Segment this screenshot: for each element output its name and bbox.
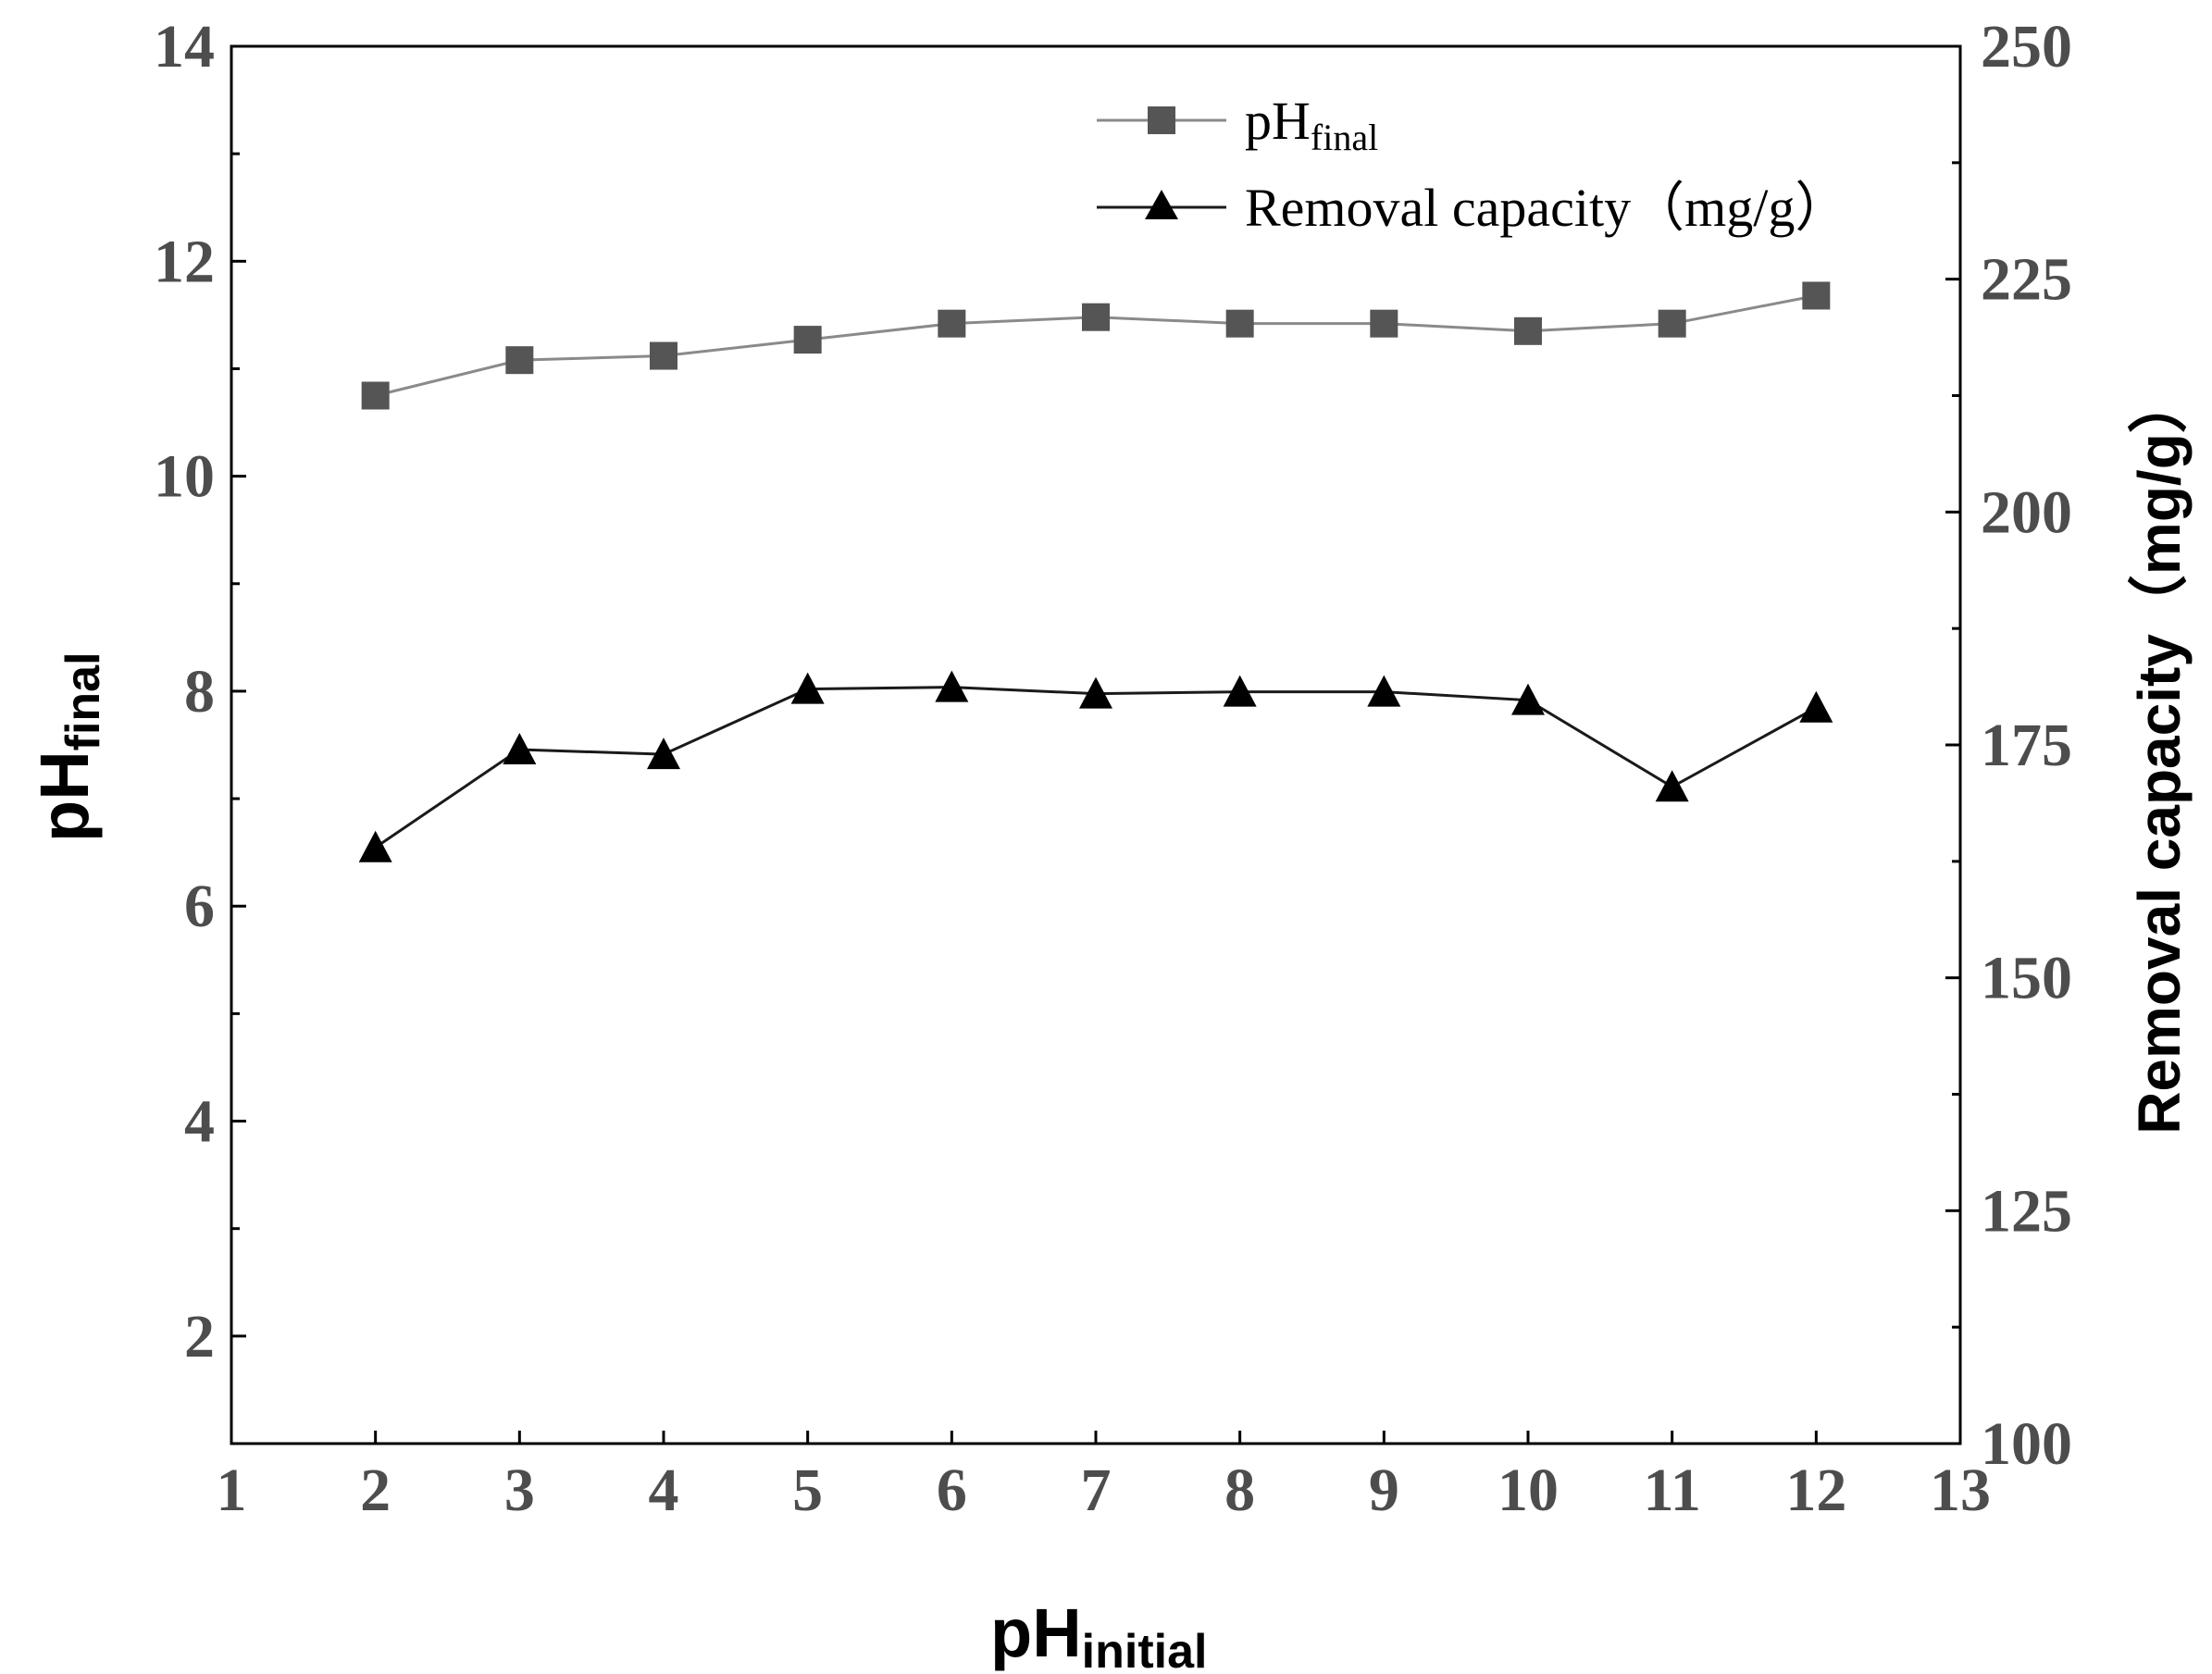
removal-capacity-point — [503, 733, 537, 765]
ph-final-point — [1225, 309, 1254, 338]
svg-text:pHfinal: pHfinal — [1245, 91, 1378, 158]
x-axis-title: pHinitial — [990, 1594, 1207, 1674]
y-left-tick-label: 8 — [184, 658, 215, 725]
x-tick-label: 4 — [649, 1457, 679, 1524]
legend-item-removal-capacity: Removal capacity（mg/g） — [1097, 178, 1848, 238]
ph-final-point — [361, 381, 390, 410]
series-layer — [358, 281, 1833, 862]
removal-capacity-point — [1367, 675, 1401, 707]
ph-final-point — [1514, 316, 1542, 345]
y-right-tick-label: 125 — [1981, 1177, 2072, 1245]
removal-capacity-point — [1223, 675, 1257, 707]
y-left-tick-label: 12 — [154, 228, 215, 295]
x-tick-label: 10 — [1497, 1457, 1559, 1524]
y-left-tick-label: 4 — [184, 1088, 215, 1156]
y-right-tick-label: 175 — [1981, 712, 2072, 779]
x-tick-label: 3 — [504, 1457, 535, 1524]
y-left-tick-label: 10 — [154, 443, 215, 511]
ph-final-point — [505, 346, 534, 375]
legend-item-ph-final: pHfinal — [1097, 91, 1378, 158]
x-tick-label: 12 — [1785, 1457, 1846, 1524]
removal-capacity-point — [647, 738, 680, 770]
removal-capacity-point — [1511, 683, 1545, 715]
y-right-tick-label: 100 — [1981, 1410, 2072, 1478]
ph-final-point — [650, 341, 677, 370]
removal-capacity-point — [935, 670, 969, 702]
ticks — [230, 44, 1962, 1445]
y-axis-left-title: pHfinal — [26, 651, 110, 842]
removal-capacity-point — [1655, 770, 1689, 802]
x-tick-label: 6 — [937, 1457, 967, 1524]
ph-final-point — [1658, 309, 1686, 338]
y-right-tick-label: 150 — [1981, 945, 2072, 1012]
x-tick-label: 5 — [792, 1457, 823, 1524]
legend-square-marker — [1148, 106, 1175, 134]
ph-final-point — [793, 326, 822, 354]
legend-triangle-marker — [1145, 190, 1178, 219]
removal-capacity-point — [1079, 676, 1112, 709]
ph-final-point — [1802, 281, 1831, 310]
ph-final-point — [1370, 309, 1398, 338]
ph-final-point — [1082, 303, 1110, 331]
x-tick-label: 2 — [360, 1457, 391, 1524]
x-tick-label: 7 — [1081, 1457, 1112, 1524]
x-tick-label: 9 — [1369, 1457, 1399, 1524]
y-right-tick-label: 250 — [1981, 13, 2072, 81]
y-left-tick-label: 2 — [184, 1303, 215, 1370]
removal-capacity-point — [790, 672, 825, 704]
x-tick-label: 8 — [1224, 1457, 1255, 1524]
x-tick-label: 1 — [217, 1457, 247, 1524]
x-tick-label: 13 — [1930, 1457, 1991, 1524]
x-tick-label: 11 — [1643, 1457, 1700, 1524]
y-left-tick-label: 14 — [154, 13, 215, 81]
legend: pHfinal Removal capacity（mg/g） — [1097, 91, 1848, 238]
y-axis-right-title: Removal capacity（mg/g） — [2126, 374, 2193, 1135]
ph-final-point — [938, 309, 966, 338]
svg-text:Removal capacity（mg/g）: Removal capacity（mg/g） — [1245, 178, 1848, 238]
tick-labels: 1 2 3 4 5 6 7 8 9 10 11 12 1324681012141001251501752… — [154, 13, 2072, 1524]
removal-capacity-point — [1799, 690, 1833, 723]
y-right-tick-label: 200 — [1981, 478, 2072, 546]
y-left-tick-label: 6 — [184, 873, 215, 940]
y-right-tick-label: 225 — [1981, 246, 2072, 314]
removal-capacity-point — [358, 830, 392, 862]
